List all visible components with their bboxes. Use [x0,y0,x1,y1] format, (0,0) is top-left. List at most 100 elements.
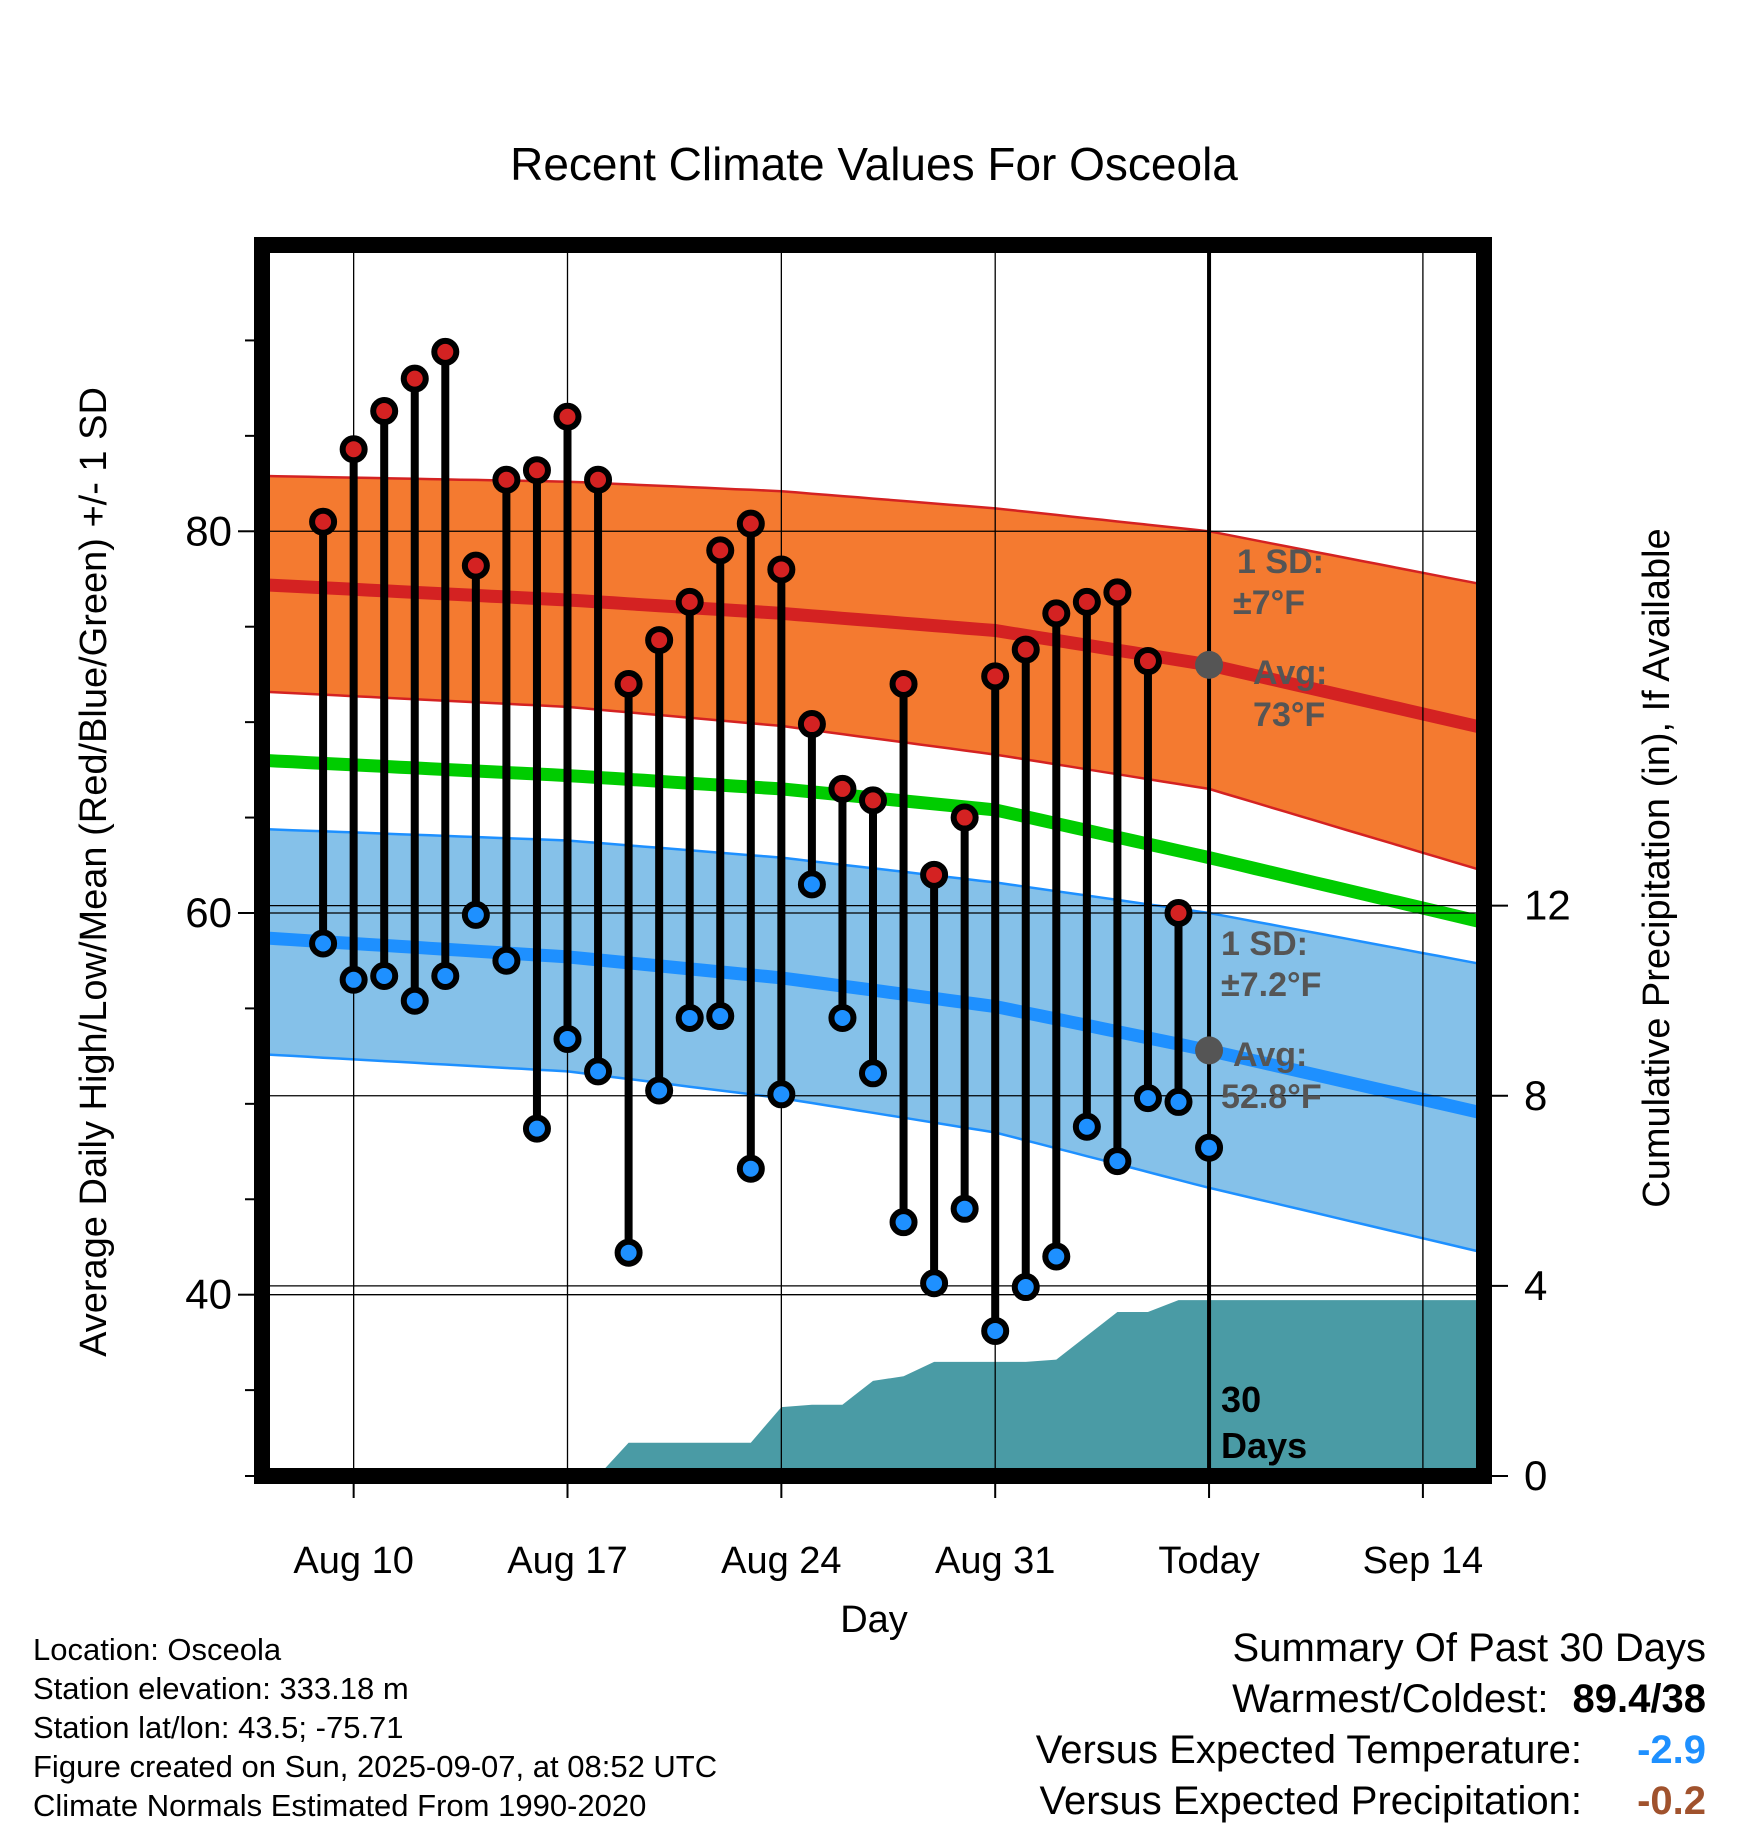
high-point [950,803,979,832]
x-tick-label: Today [1158,1540,1259,1582]
x-tick-label: Aug 10 [293,1540,413,1582]
y2-tick-label: 0 [1524,1452,1547,1499]
high-point [1042,599,1071,628]
precip-area [598,1300,1484,1476]
low-point [889,1208,918,1237]
low-point [859,1059,887,1088]
high-point [889,669,918,698]
low-point [1164,1087,1193,1116]
plot-frame [254,237,1492,1484]
high-point [1133,647,1162,676]
low-point [767,1080,796,1109]
low-point [370,961,399,990]
x-tick-label: Aug 31 [935,1540,1055,1582]
y2-tick-label: 12 [1524,882,1571,929]
temp-departure-label: Versus Expected Temperature: [1035,1728,1582,1772]
high-point [797,710,826,739]
low-point [1103,1147,1132,1176]
high-sd-value: ±7°F [1233,584,1305,622]
summary-warmest-row: Warmest/Coldest: 89.4/38 [1036,1674,1706,1725]
y2-tick-label: 8 [1524,1072,1547,1119]
low-point [461,900,490,929]
low-point [981,1316,1010,1345]
summary-panel: Summary Of Past 30 Days Warmest/Coldest:… [1036,1623,1706,1827]
low-sd-value: ±7.2°F [1221,966,1321,1004]
high-point [767,555,796,584]
low-point [309,929,338,958]
low-point [1072,1112,1101,1141]
low-point [522,1114,551,1143]
elevation-text: Station elevation: 333.18 m [33,1671,409,1706]
high-point [522,456,551,485]
low-point [614,1238,643,1267]
high-point [828,774,857,803]
y2-tick-label: 4 [1524,1262,1547,1309]
low-point [553,1024,582,1053]
high-avg-value: 73°F [1253,696,1325,734]
summary-temp-row: Versus Expected Temperature: -2.9 [1036,1725,1706,1776]
high-sd-band-lower-edge [262,690,1484,873]
low-point [736,1154,765,1183]
high-sd-label: 1 SD: [1237,543,1324,581]
high-avg-label: Avg: [1253,654,1327,692]
low-point [797,870,826,899]
x-axis-label: Day [840,1599,908,1641]
low-point [645,1076,674,1105]
high-point [1103,578,1132,607]
precip-departure-label: Versus Expected Precipitation: [1039,1779,1582,1823]
low-point [584,1057,613,1086]
high-point [706,536,735,565]
temp-departure-value: -2.9 [1637,1728,1706,1772]
high-point [339,435,368,464]
high-point [1164,898,1193,927]
low-point [828,1003,857,1032]
created-text: Figure created on Sun, 2025-09-07, at 08… [33,1749,718,1784]
low-point [1011,1273,1040,1302]
high-point [614,669,643,698]
y2-axis-label: Cumulative Precipitation (in), If Availa… [1636,528,1678,1207]
low-point [675,1003,704,1032]
high-point [370,397,399,426]
latlon-text: Station lat/lon: 43.5; -75.71 [33,1710,404,1745]
x-tick-label: Aug 24 [721,1540,841,1582]
station-info: Location: Osceola Station elevation: 333… [33,1630,717,1825]
warmest-value: 89.4/38 [1572,1677,1706,1721]
days-word-label: Days [1221,1425,1307,1466]
y-tick-label: 40 [185,1271,232,1318]
high-point [920,860,949,889]
low-sd-band-lower-edge [262,1052,1484,1254]
high-point [645,626,674,655]
high-point [309,507,338,536]
days-count-label: 30 [1221,1379,1261,1420]
low-avg-label: Avg: [1233,1036,1307,1074]
high-point [1072,587,1101,616]
x-tick-label: Sep 14 [1363,1540,1483,1582]
summary-heading: Summary Of Past 30 Days [1232,1626,1706,1670]
high-point [1011,635,1040,664]
low-point [950,1194,979,1223]
normals-text: Climate Normals Estimated From 1990-2020 [33,1788,647,1823]
high-point [584,465,613,494]
summary-precip-row: Versus Expected Precipitation: -0.2 [1036,1776,1706,1827]
high-point [675,587,704,616]
high-point [981,662,1010,691]
low-point [920,1269,949,1298]
location-text: Location: Osceola [33,1632,282,1667]
low-point [1042,1242,1071,1271]
low-point [339,965,368,994]
low-point [1195,1133,1224,1162]
high-point [400,364,429,393]
high-avg-marker [1195,650,1224,679]
high-point [859,786,887,815]
high-point [431,337,460,366]
low-point [1133,1084,1162,1113]
low-avg-marker [1195,1036,1224,1065]
low-point [431,961,460,990]
precip-departure-value: -0.2 [1637,1779,1706,1823]
low-sd-label: 1 SD: [1221,925,1308,963]
low-point [400,986,429,1015]
low-point [706,1002,735,1031]
low-avg-value: 52.8°F [1221,1078,1322,1116]
